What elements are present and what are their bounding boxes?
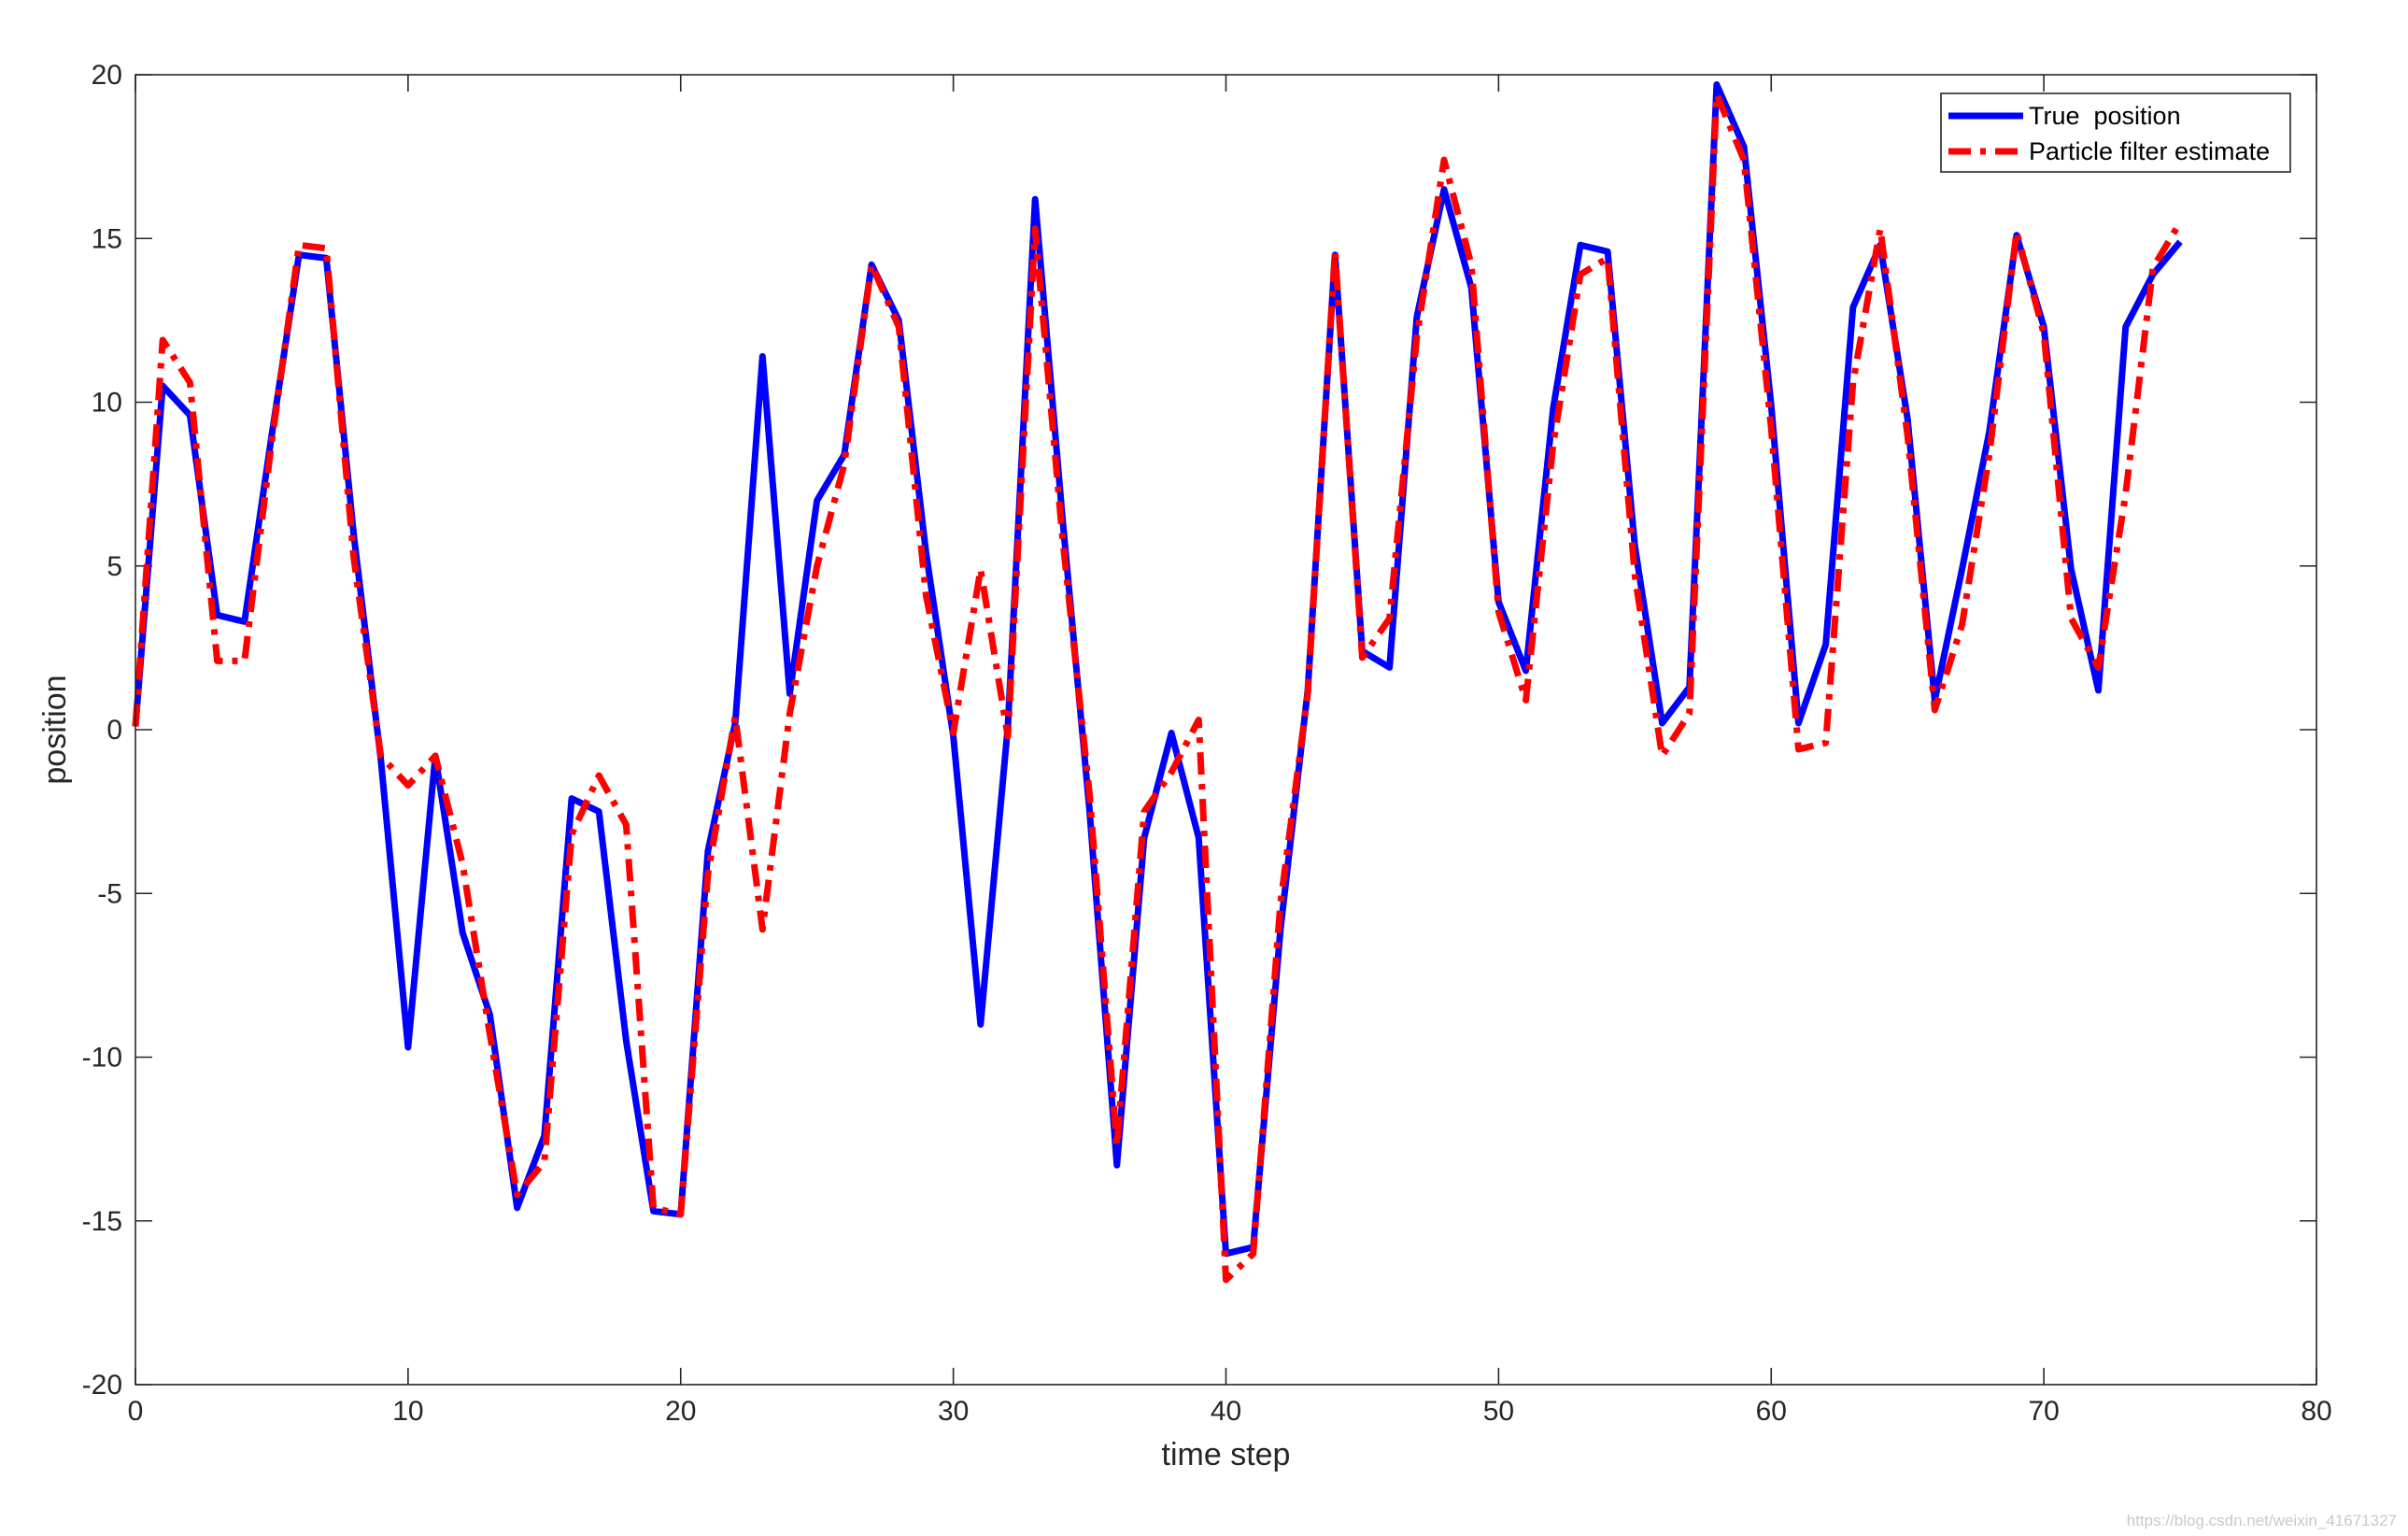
y-tick-label: 20: [92, 60, 122, 91]
y-axis-label: position: [37, 675, 73, 784]
x-axis-label: time step: [1162, 1437, 1291, 1472]
x-tick-label: 40: [1211, 1396, 1241, 1427]
x-tick-label: 20: [665, 1396, 696, 1427]
legend-label-true-position: True position: [2029, 102, 2181, 130]
x-tick-label: 10: [392, 1396, 423, 1427]
series-line-true-position: [132, 81, 2183, 1258]
series-line-particle-filter-estimate: [132, 91, 2184, 1284]
legend-box: [1940, 92, 2291, 173]
y-tick-label: 5: [106, 551, 122, 582]
legend-label-particle-filter-estimate: Particle filter estimate: [2029, 137, 2270, 165]
y-tick-label: -5: [97, 878, 122, 909]
y-tick-label: 0: [106, 715, 122, 746]
x-tick-label: 0: [128, 1396, 144, 1427]
x-tick-label: 30: [938, 1396, 969, 1427]
x-tick-labels: 0 10 20 30 40 50 60 70 80: [128, 1396, 2332, 1427]
plot-frame: [135, 74, 2317, 1386]
y-tick-label: 10: [92, 388, 122, 419]
y-tick-label: 15: [92, 223, 122, 254]
series-lines: [132, 81, 2184, 1284]
tick-marks: [135, 74, 2317, 1386]
y-tick-label: -10: [82, 1043, 122, 1074]
x-tick-label: 50: [1483, 1396, 1514, 1427]
y-tick-label: -15: [82, 1206, 122, 1237]
y-tick-labels: -20 -15 -10 -5 0 5 10 15 20: [82, 60, 122, 1401]
watermark: https://blog.csdn.net/weixin_41671327: [2126, 1512, 2397, 1529]
x-tick-label: 60: [1756, 1396, 1787, 1427]
x-tick-label: 80: [2301, 1396, 2331, 1427]
legend: True position Particle filter estimate: [1940, 92, 2291, 173]
x-tick-label: 70: [2028, 1396, 2059, 1427]
y-tick-label: -20: [82, 1370, 122, 1401]
